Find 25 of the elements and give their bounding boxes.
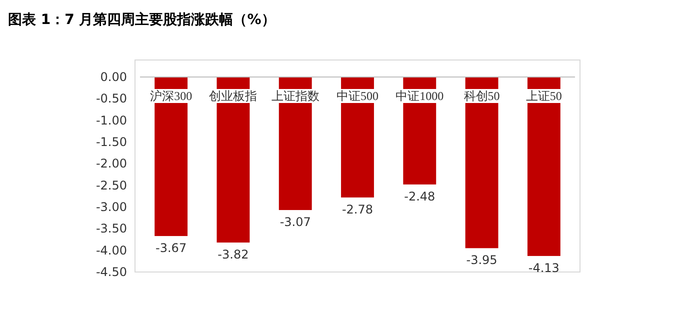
data-label: -3.07	[280, 215, 311, 230]
ytick: -4.00	[96, 243, 127, 258]
data-label: -2.48	[404, 189, 436, 204]
category: 中证1000	[396, 89, 444, 103]
ytick: -4.50	[96, 265, 127, 279]
category: 沪深300	[150, 89, 192, 103]
data-label: -2.78	[342, 202, 374, 216]
title: 图表 1：7 月第四周主要股指涨跌幅（%）	[8, 12, 276, 28]
ytick: -2.00	[96, 156, 127, 171]
ytick: -0.50	[96, 92, 127, 106]
category: 科创50	[464, 89, 500, 103]
category: 上证指数	[271, 89, 320, 103]
ytick: -3.00	[96, 200, 127, 214]
data-label: -3.82	[218, 248, 249, 262]
ytick: -1.50	[96, 135, 127, 149]
ytick: -2.50	[96, 178, 127, 192]
data-label: -3.67	[156, 241, 187, 256]
ytick: -1.00	[96, 113, 127, 128]
category: 上证50	[526, 89, 562, 103]
ytick: 0.00	[100, 70, 127, 84]
data-label: -4.13	[528, 260, 560, 275]
ytick: -3.50	[96, 222, 127, 236]
data-label: -3.95	[466, 253, 498, 268]
category: 中证500	[336, 89, 378, 103]
category: 创业板指	[209, 89, 258, 103]
